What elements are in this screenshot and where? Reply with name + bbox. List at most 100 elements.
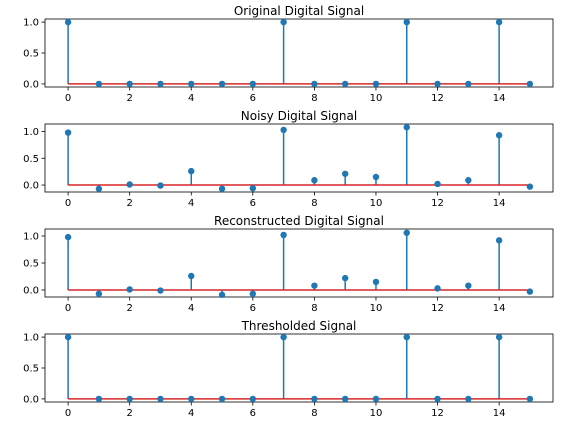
x-tick-label: 6 (250, 408, 256, 419)
stem-marker (434, 180, 441, 188)
stem-marker (218, 185, 226, 192)
x-tick-label: 8 (311, 198, 317, 209)
stem-marker (64, 129, 72, 136)
stem-marker (218, 291, 226, 299)
stem-marker (403, 229, 410, 236)
stem-marker (126, 181, 133, 188)
x-tick-label: 4 (188, 93, 194, 104)
y-tick-label: 0.5 (23, 259, 39, 270)
stem-marker (465, 395, 472, 403)
x-tick-label: 0 (65, 198, 71, 209)
y-tick-label: 0.5 (23, 364, 39, 375)
stem-marker (188, 167, 195, 175)
stem-marker (280, 126, 287, 134)
axes-frame (44, 333, 554, 403)
y-tick-label: 0.0 (23, 79, 39, 90)
stem-marker (526, 288, 534, 295)
stem-marker (311, 80, 318, 88)
y-tick-label: 0.0 (23, 285, 39, 296)
x-tick-label: 8 (311, 93, 317, 104)
chart-title: Thresholded Signal (241, 319, 357, 333)
x-tick-label: 6 (250, 93, 256, 104)
stem-marker (372, 278, 380, 286)
x-tick-label: 14 (493, 408, 506, 419)
stem-marker (188, 272, 195, 280)
axes-frame (44, 123, 554, 193)
stem-marker (311, 177, 318, 184)
stem-marker (403, 18, 410, 26)
subplot-3: Reconstructed Digital Signal 0 2 4 6 8 10 12 14 0… (23, 214, 554, 314)
x-tick-label: 6 (250, 303, 256, 314)
x-tick-label: 2 (126, 408, 132, 419)
x-tick-label: 12 (431, 303, 444, 314)
x-tick-label: 2 (126, 198, 132, 209)
x-tick-label: 10 (370, 408, 383, 419)
stem-marker (280, 18, 287, 26)
stem-marker (341, 274, 349, 282)
stem-marker (157, 182, 164, 189)
stem-marker (372, 173, 380, 181)
axes-frame (44, 228, 554, 298)
x-tick-label: 12 (431, 198, 444, 209)
stem-marker (403, 333, 410, 341)
stem-marker (495, 237, 503, 244)
stem-marker (64, 233, 72, 241)
x-tick-label: 0 (65, 303, 71, 314)
x-tick-label: 0 (65, 408, 71, 419)
stem-marker (495, 333, 503, 341)
stem-marker (95, 290, 103, 297)
stem-marker (126, 80, 133, 88)
stem-marker (311, 282, 318, 289)
stem-marker (403, 124, 410, 131)
x-tick-label: 4 (188, 198, 194, 209)
stem-marker (95, 395, 103, 403)
stem-marker (465, 282, 472, 289)
stem-marker (157, 80, 164, 88)
stem-marker (126, 286, 133, 293)
stem-marker (341, 395, 349, 403)
stem-marker (341, 80, 349, 88)
stem-marker (218, 80, 226, 88)
stem-marker (495, 132, 503, 139)
stem-marker (218, 395, 226, 403)
y-tick-label: 0.5 (23, 49, 39, 60)
stem-marker (157, 395, 164, 403)
stem-marker (311, 395, 318, 403)
x-tick-label: 10 (370, 303, 383, 314)
stem-marker (434, 395, 441, 403)
stem-marker (64, 18, 72, 26)
x-tick-label: 14 (493, 93, 506, 104)
stem-marker (526, 395, 534, 403)
stem-marker (495, 18, 503, 26)
chart-title: Noisy Digital Signal (241, 109, 357, 123)
stem-marker (126, 395, 133, 403)
stem-marker (249, 185, 257, 192)
x-tick-label: 2 (126, 93, 132, 104)
stem-marker (341, 170, 349, 177)
x-tick-label: 6 (250, 198, 256, 209)
chart-title: Reconstructed Digital Signal (214, 214, 384, 228)
stem-marker (249, 290, 257, 297)
x-tick-label: 12 (431, 93, 444, 104)
stem-marker (95, 80, 103, 88)
stem-marker (526, 80, 534, 88)
stem-marker (64, 333, 72, 341)
x-tick-label: 10 (370, 93, 383, 104)
x-tick-label: 8 (311, 408, 317, 419)
stem-marker (249, 80, 257, 88)
stem-marker (465, 80, 472, 88)
stem-marker (188, 395, 195, 403)
stem-marker (95, 185, 103, 192)
x-tick-label: 2 (126, 303, 132, 314)
subplot-4: Thresholded Signal 0 2 4 6 8 10 12 14 0.0 0.5 1.0 (23, 319, 554, 419)
stem-marker (188, 80, 195, 88)
x-tick-label: 8 (311, 303, 317, 314)
stem-marker (526, 183, 534, 190)
y-tick-label: 1.0 (23, 18, 39, 29)
stem-marker (434, 80, 441, 88)
axes-frame (44, 18, 554, 88)
y-tick-label: 1.0 (23, 127, 39, 138)
x-tick-label: 0 (65, 93, 71, 104)
x-tick-label: 4 (188, 303, 194, 314)
